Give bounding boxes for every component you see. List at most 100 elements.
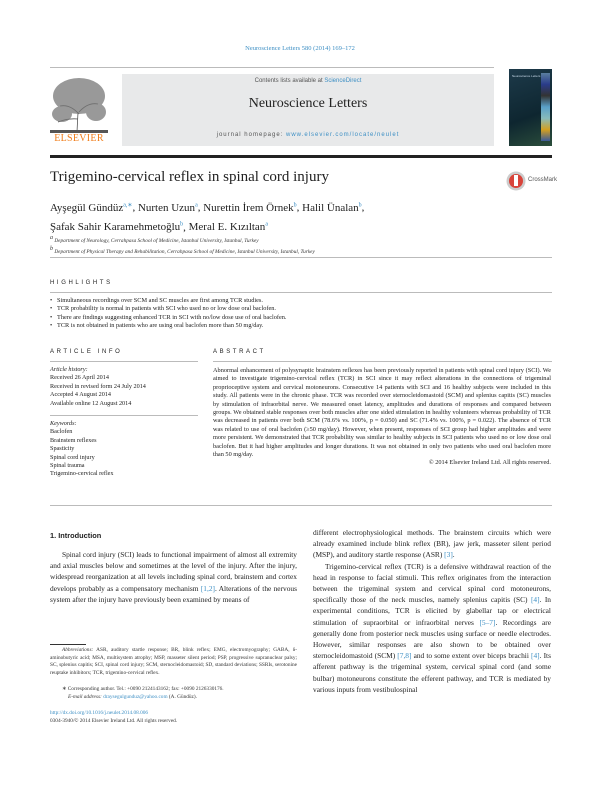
email-link[interactable]: draysegulgunduz@yahoo.com (103, 693, 168, 700)
keyword: Spinal trauma (50, 462, 85, 470)
sciencedirect-link[interactable]: ScienceDirect (324, 78, 362, 84)
abstract: Abnormal enhancement of polysynaptic bra… (213, 367, 551, 468)
intro-paragraph: Spinal cord injury (SCI) leads to functi… (50, 549, 297, 605)
publisher-logo-text: ELSEVIER (54, 133, 104, 144)
highlight-item: There are findings suggesting enhanced T… (50, 314, 287, 323)
affiliation: b Department of Physical Therapy and Reh… (50, 245, 315, 256)
text: different electrophysiological methods. … (313, 528, 551, 560)
journal-reference[interactable]: Neuroscience Letters 580 (2014) 169–172 (245, 45, 355, 52)
author-name: Nurettin İrem Örnek (203, 201, 294, 214)
divider (213, 361, 552, 362)
text: and to some extent over biceps brachii (411, 651, 531, 661)
author-affiliation-marker[interactable]: a (195, 202, 198, 208)
doi-link[interactable]: http://dx.doi.org/10.1016/j.neulet.2014.… (50, 710, 149, 716)
crossmark-badge[interactable]: CrossMark (506, 171, 566, 193)
text: . Recordings are generally done from pos… (313, 617, 551, 661)
keyword: Spasticity (50, 445, 75, 453)
author[interactable]: Nurten Uzuna (138, 202, 198, 214)
abstract-text: Abnormal enhancement of polysynaptic bra… (213, 367, 551, 459)
journal-cover-image: Neuroscience Letters (509, 69, 552, 146)
author-name: Nurten Uzun (137, 201, 196, 214)
author-name: Ayşegül Gündüz (50, 201, 124, 214)
history-item: Accepted 4 August 2014 (50, 391, 112, 399)
abbreviations-text: ASR, auditory startle response; BR, blin… (50, 647, 297, 676)
author[interactable]: Nurettin İrem Örnekb (203, 202, 296, 214)
author[interactable]: Ayşegül Gündüza,∗ (50, 202, 132, 214)
homepage-label: journal homepage: (216, 132, 286, 138)
author[interactable]: Şafak Sahir Karamehmetoğlub (50, 221, 183, 233)
abbreviations-footnote: Abbreviations: ASR, auditory startle res… (50, 647, 297, 677)
keyword: Brainstem reflexes (50, 436, 97, 444)
email-label: E-mail address: (68, 693, 104, 700)
affiliation-text: Department of Neurology, Cerrahpasa Scho… (54, 237, 259, 244)
elsevier-tree-logo (50, 78, 108, 133)
corresponding-author: ∗ Corresponding author. Tel.: +0090 2124… (62, 686, 224, 692)
author-affiliation-marker[interactable]: a,∗ (123, 202, 133, 208)
keyword: Baclofen (50, 428, 73, 436)
citation-link[interactable]: [5–7] (479, 617, 496, 627)
corresponding-footnote: ∗ Corresponding author. Tel.: +0090 2124… (50, 686, 297, 701)
history-item: Received 26 April 2014 (50, 374, 109, 382)
contents-line: Contents lists available at ScienceDirec… (122, 78, 494, 84)
text: . Alterations of the nervous system afte… (50, 583, 297, 604)
author[interactable]: Meral E. Kızıltana (189, 221, 268, 233)
highlight-item: TCR probability is normal in patients wi… (50, 305, 287, 314)
text: Spinal cord injury (SCI) leads to functi… (50, 550, 297, 593)
divider (50, 415, 198, 416)
text: . (452, 550, 455, 560)
paragraph: Trigemino-cervical reflex (TCR) is a def… (313, 561, 551, 695)
issn-copyright: 0304-3940/© 2014 Elsevier Ireland Ltd. A… (50, 717, 178, 724)
divider (50, 505, 552, 506)
article-info-heading: ARTICLE INFO (50, 349, 123, 355)
author-affiliation-marker[interactable]: b (293, 202, 297, 208)
text: . Its afferent pathway is the trigeminal… (313, 651, 551, 694)
author-name: Meral E. Kızıltan (188, 221, 266, 234)
divider (50, 257, 552, 258)
journal-masthead: Contents lists available at ScienceDirec… (122, 74, 494, 146)
divider (50, 292, 552, 293)
homepage-link[interactable]: www.elsevier.com/locate/neulet (286, 132, 400, 138)
article-history: Article history: Received 26 April 2014 … (50, 366, 146, 408)
abstract-heading: ABSTRACT (213, 349, 266, 355)
affiliation: a Department of Neurology, Cerrahpasa Sc… (50, 234, 315, 245)
divider (50, 67, 494, 68)
highlights-list: Simultaneous recordings over SCM and SC … (50, 297, 287, 331)
affiliation-text: Department of Physical Therapy and Rehab… (54, 248, 315, 255)
text: . In experimental conditions, TCR is eli… (313, 595, 551, 627)
cover-title: Neuroscience Letters (512, 74, 541, 78)
author-name: Şafak Sahir Karamehmetoğlu (50, 221, 181, 234)
history-item: Received in revised form 24 July 2014 (50, 382, 146, 390)
header-divider (50, 155, 552, 158)
keyword: Trigemino-cervical reflex (50, 470, 114, 478)
homepage-line: journal homepage: www.elsevier.com/locat… (122, 132, 494, 138)
abbreviations-label: Abbreviations: (62, 647, 94, 653)
journal-title: Neuroscience Letters (248, 96, 368, 111)
highlight-item: Simultaneous recordings over SCM and SC … (50, 297, 287, 306)
citation-link[interactable]: [3] (444, 550, 453, 560)
text: Trigemino-cervical reflex (TCR) is a def… (313, 561, 551, 605)
citation-link[interactable]: [1,2] (200, 583, 215, 593)
email-suffix: (A. Gündüz). (167, 693, 197, 700)
citation-link[interactable]: [7,8] (397, 651, 412, 661)
keywords: Keywords: Baclofen Brainstem reflexes Sp… (50, 420, 114, 479)
paragraph: different electrophysiological methods. … (313, 527, 551, 561)
abstract-copyright: © 2014 Elsevier Ireland Ltd. All rights … (428, 459, 551, 467)
citation-link[interactable]: [4] (531, 651, 540, 661)
affiliations: a Department of Neurology, Cerrahpasa Sc… (50, 234, 315, 256)
article-title: Trigemino-cervical reflex in spinal cord… (50, 169, 329, 185)
author-name: Halil Ünalan (302, 201, 359, 214)
intro-right-column: different electrophysiological methods. … (313, 527, 551, 695)
keywords-label: Keywords: (50, 420, 77, 427)
doi-block: http://dx.doi.org/10.1016/j.neulet.2014.… (50, 710, 297, 725)
contents-label: Contents lists available at (254, 78, 325, 84)
crossmark-label: CrossMark (528, 177, 558, 183)
author-affiliation-marker[interactable]: b (180, 221, 184, 228)
author[interactable]: Halil Ünalanb (302, 202, 362, 214)
citation-link[interactable]: [4] (530, 595, 540, 605)
author-affiliation-marker[interactable]: b (358, 202, 362, 208)
crossmark-icon (506, 171, 526, 191)
author-line-1: Ayşegül Gündüza,∗, Nurten Uzuna, Nuretti… (50, 201, 365, 214)
history-label: Article history: (50, 366, 88, 373)
highlights-heading: HIGHLIGHTS (50, 280, 113, 286)
author-affiliation-marker[interactable]: a (265, 221, 268, 228)
